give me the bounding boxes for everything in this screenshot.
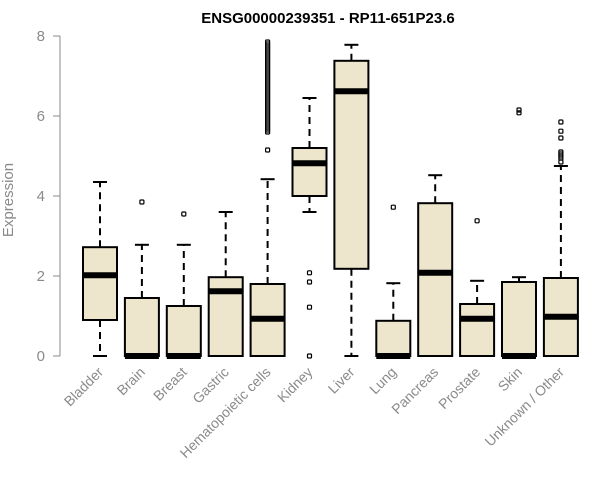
chart-title: ENSG00000239351 - RP11-651P23.6 xyxy=(201,10,455,27)
outlier-point xyxy=(474,218,480,224)
x-tick-label: Pancreas xyxy=(388,364,441,417)
box-group xyxy=(375,204,412,359)
y-axis-label: Expression xyxy=(0,163,17,237)
outlier-point xyxy=(265,39,271,45)
box-group xyxy=(417,174,454,357)
x-tick-label: Unknown / Other xyxy=(481,364,567,450)
outlier-point xyxy=(390,204,396,210)
x-tick-label: Skin xyxy=(495,364,526,395)
outlier-point xyxy=(516,110,522,116)
y-tick-label: 2 xyxy=(37,268,45,285)
outlier-point xyxy=(306,279,313,285)
box-iqr xyxy=(165,305,202,357)
box-group xyxy=(291,97,328,359)
outlier-point xyxy=(558,128,564,134)
x-tick-label: Kidney xyxy=(274,364,316,406)
outlier-point xyxy=(306,270,313,276)
box-iqr xyxy=(375,319,412,357)
box-group xyxy=(123,199,160,359)
box-group xyxy=(165,211,202,359)
box-group xyxy=(501,107,537,359)
box-group xyxy=(333,43,370,357)
box-group xyxy=(207,211,244,358)
outlier-point xyxy=(558,135,564,141)
outlier-point xyxy=(306,353,313,359)
box-iqr xyxy=(291,147,328,197)
box-iqr xyxy=(82,246,118,321)
box-group xyxy=(459,218,496,357)
box-group xyxy=(82,181,118,357)
x-tick-label: Breast xyxy=(150,364,190,404)
y-tick-label: 6 xyxy=(37,108,45,125)
outlier-point xyxy=(558,149,564,155)
y-tick-label: 0 xyxy=(37,348,45,365)
box-iqr xyxy=(417,202,454,357)
x-tick-label: Brain xyxy=(114,364,148,398)
outlier-point xyxy=(306,304,313,310)
x-tick-label: Bladder xyxy=(61,364,107,410)
outlier-point xyxy=(139,199,145,205)
box-iqr xyxy=(501,281,537,357)
outlier-point xyxy=(516,107,522,113)
x-tick-label: Liver xyxy=(325,364,358,397)
y-tick-label: 8 xyxy=(37,28,45,45)
x-tick-label: Prostate xyxy=(435,364,483,412)
outlier-point xyxy=(181,211,187,217)
box-iqr xyxy=(123,297,160,357)
y-tick-label: 4 xyxy=(37,188,45,205)
boxes xyxy=(82,39,579,359)
x-tick-label: Lung xyxy=(366,364,399,397)
outlier-point xyxy=(558,159,564,165)
box-group xyxy=(542,119,579,357)
box-iqr xyxy=(333,59,370,270)
outlier-point xyxy=(265,147,271,153)
y-axis: 0 2 4 6 8 xyxy=(37,28,61,365)
outlier-point xyxy=(558,119,564,125)
box-group xyxy=(249,39,286,357)
box-iqr xyxy=(459,303,496,357)
